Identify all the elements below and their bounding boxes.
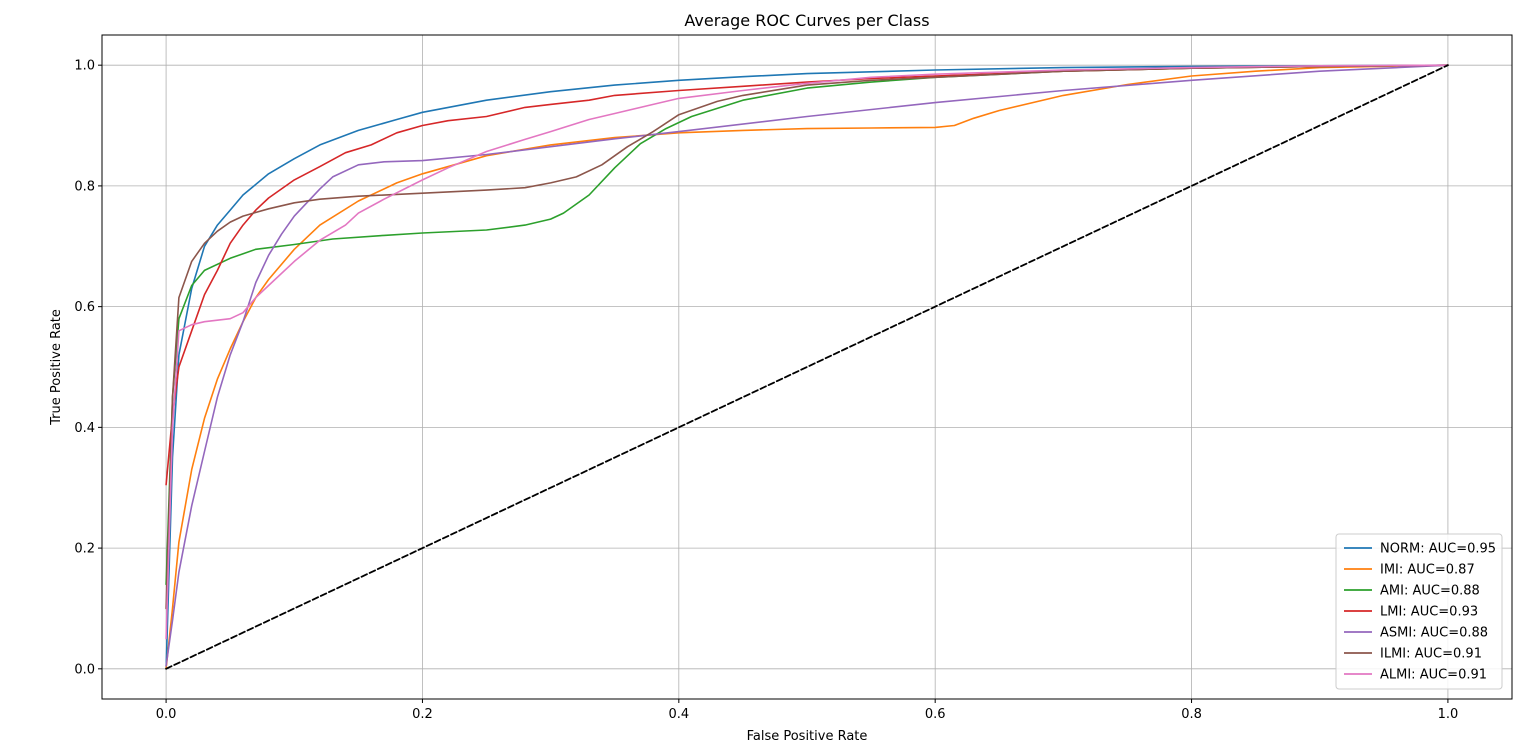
legend-box [1335,533,1503,690]
plot-frame [101,34,1513,700]
x-tick-label: 0.4 [668,707,689,722]
legend-entry: AMI: AUC=0.88 [1380,584,1480,599]
x-tick-label: 0.6 [925,707,946,722]
series-line-6 [165,64,1449,640]
axis-ticks: 0.0 0.2 0.4 0.6 0.8 1.0 0.0 0.2 0.4 0.6 0.8 1.0 [74,59,1458,722]
x-tick-label: 1.0 [1438,707,1459,722]
series-line-0 [165,64,1449,670]
reference-diagonal-line [165,64,1449,670]
legend-entry: ILMI: AUC=0.91 [1380,647,1482,662]
series-line-2 [165,64,1449,586]
series-lines [165,64,1449,670]
y-tick-label: 0.8 [74,179,95,194]
x-axis-label: False Positive Rate [747,729,868,744]
legend-entry: NORM: AUC=0.95 [1380,542,1496,557]
series-line-3 [165,64,1449,486]
grid [102,35,1512,699]
y-tick-label: 1.0 [74,59,95,74]
y-tick-label: 0.0 [74,662,95,677]
x-tick-label: 0.2 [412,707,433,722]
chart-title: Average ROC Curves per Class [684,11,929,30]
legend-entry: LMI: AUC=0.93 [1380,605,1478,620]
y-tick-label: 0.4 [74,421,95,436]
y-tick-label: 0.6 [74,300,95,315]
y-tick-label: 0.2 [74,542,95,557]
series-line-5 [165,64,1449,610]
legend-entry: ALMI: AUC=0.91 [1380,668,1487,683]
series-line-4 [165,64,1449,667]
y-axis-label: True Positive Rate [49,309,64,426]
legend-entry: ASMI: AUC=0.88 [1380,626,1488,641]
legend-entry: IMI: AUC=0.87 [1380,563,1475,578]
x-tick-label: 0.8 [1181,707,1202,722]
x-tick-label: 0.0 [156,707,177,722]
legend: NORM: AUC=0.95 IMI: AUC=0.87 AMI: AUC=0.88… [1335,533,1503,690]
